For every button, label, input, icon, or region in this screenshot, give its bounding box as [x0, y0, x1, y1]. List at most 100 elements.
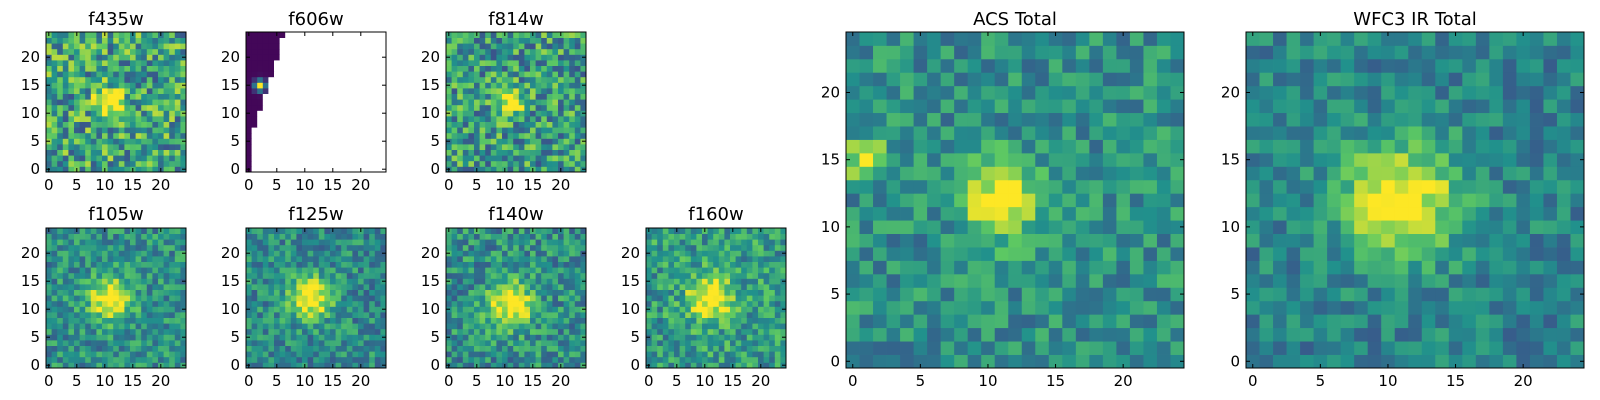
heatmap-cell [774, 289, 781, 296]
heatmap-cell [313, 54, 320, 61]
heatmap-cell [462, 48, 469, 55]
heatmap-cell [457, 289, 464, 296]
heatmap-cell [580, 312, 587, 318]
heatmap-cell [954, 314, 969, 329]
heatmap-cell [158, 334, 164, 341]
heatmap-cell [741, 278, 748, 285]
heatmap-cell [96, 328, 103, 335]
heatmap-cell [141, 65, 148, 72]
heatmap-cell [62, 71, 69, 78]
heatmap-cell [302, 295, 308, 302]
heatmap-cell [380, 116, 387, 122]
heatmap-cell [657, 228, 664, 234]
heatmap-cell [96, 43, 103, 50]
heatmap-cell [85, 233, 92, 240]
heatmap-cell [886, 287, 901, 302]
heatmap-cell [1143, 273, 1158, 288]
heatmap-cell [46, 149, 52, 156]
heatmap-cell [146, 155, 153, 162]
heatmap-cell [1021, 260, 1036, 275]
heatmap-cell [124, 54, 131, 61]
heatmap-cell [569, 43, 576, 50]
heatmap-cell [651, 317, 658, 324]
heatmap-cell [313, 239, 320, 246]
heatmap-cell [124, 312, 131, 318]
heatmap-cell [341, 71, 348, 78]
heatmap-cell [446, 88, 452, 94]
heatmap-cell [690, 356, 697, 363]
heatmap-cell [290, 155, 297, 162]
heatmap-cell [363, 132, 370, 139]
heatmap-cell [558, 76, 564, 83]
heatmap-cell [152, 166, 159, 173]
heatmap-cell [246, 300, 252, 307]
heatmap-cell [296, 340, 303, 346]
heatmap-cell [507, 99, 514, 106]
heatmap-cell [163, 300, 170, 307]
heatmap-cell [927, 247, 942, 261]
heatmap-cell [451, 32, 458, 38]
panel-title: f160w [688, 204, 743, 225]
heatmap-cell [290, 328, 297, 335]
heatmap-cell [735, 340, 742, 346]
heatmap-cell [96, 82, 103, 89]
heatmap-cell [262, 233, 269, 240]
heatmap-cell [552, 351, 559, 358]
heatmap-cell [318, 121, 325, 128]
heatmap-cell [274, 312, 280, 318]
heatmap-cell [358, 121, 364, 128]
heatmap-cell [507, 76, 514, 83]
heatmap-cell [146, 306, 153, 313]
heatmap-cell [580, 289, 587, 296]
heatmap-cell [307, 32, 314, 38]
heatmap-cell [330, 328, 336, 335]
heatmap-cell [313, 144, 320, 150]
heatmap-cell [152, 328, 159, 335]
heatmap-cell [674, 278, 680, 285]
heatmap-cell [118, 267, 125, 274]
heatmap-cell [118, 76, 125, 83]
heatmap-cell [1102, 193, 1117, 208]
heatmap-cell [341, 351, 348, 358]
heatmap-cell [541, 88, 548, 94]
heatmap-cell [380, 43, 387, 50]
heatmap-cell [51, 340, 58, 346]
heatmap-cell [169, 233, 176, 240]
heatmap-cell [502, 110, 508, 117]
heatmap-cell [96, 37, 103, 44]
heatmap-cell [702, 323, 708, 330]
heatmap-cell [690, 351, 697, 358]
heatmap-cell [502, 295, 508, 302]
heatmap-cell [468, 267, 475, 274]
heatmap-cell [152, 272, 159, 279]
heatmap-cell [558, 334, 564, 341]
heatmap-cell [346, 65, 353, 72]
heatmap-cell [502, 239, 508, 246]
heatmap-cell [346, 323, 353, 330]
heatmap-cell [507, 289, 514, 296]
heatmap-cell [57, 82, 64, 89]
heatmap-cell [180, 261, 187, 268]
heatmap-cell [758, 272, 764, 279]
heatmap-cell [307, 43, 314, 50]
heatmap-cell [251, 334, 258, 341]
heatmap-cell [251, 32, 258, 38]
heatmap-cell [51, 99, 58, 106]
heatmap-cell [741, 362, 748, 369]
heatmap-cell [130, 48, 136, 55]
heatmap-cell [62, 323, 69, 330]
heatmap-cell [457, 345, 464, 352]
heatmap-cell [257, 155, 264, 162]
heatmap-cell [457, 340, 464, 346]
heatmap-cell [163, 127, 170, 134]
heatmap-cell [102, 43, 108, 50]
heatmap-cell [524, 76, 531, 83]
heatmap-cell [730, 356, 736, 363]
heatmap-cell [158, 116, 164, 122]
heatmap-cell [541, 261, 548, 268]
heatmap-cell [374, 317, 381, 324]
heatmap-cell [152, 345, 159, 352]
heatmap-cell [279, 295, 286, 302]
heatmap-cell [735, 233, 742, 240]
heatmap-cell [462, 155, 469, 162]
